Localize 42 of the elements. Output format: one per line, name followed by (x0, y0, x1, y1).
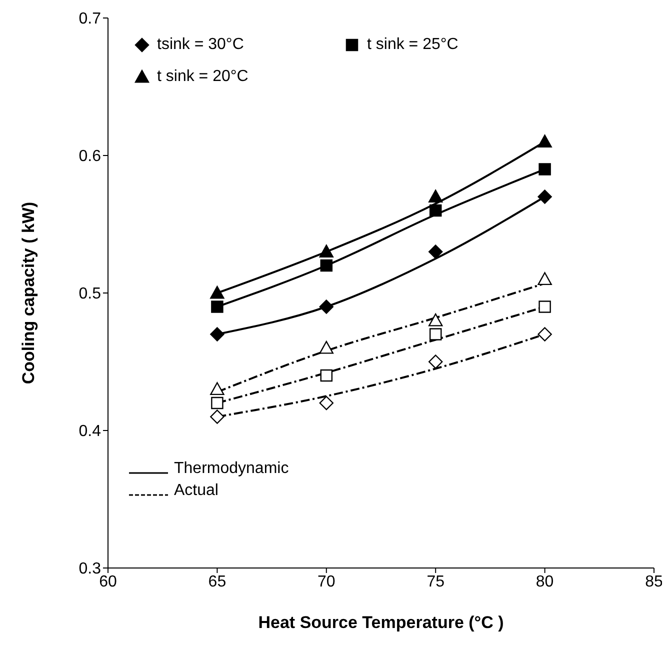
point (210, 382, 224, 396)
point (538, 300, 551, 313)
legend-label: tsink = 30°C (157, 36, 244, 54)
legend-label: Actual (174, 482, 218, 500)
point (211, 300, 224, 313)
point (428, 313, 443, 326)
point (538, 190, 552, 204)
point (319, 340, 334, 354)
y-tick-label: 0.4 (78, 423, 102, 440)
point (538, 163, 551, 176)
point (428, 244, 443, 259)
y-tick-label: 0.5 (78, 286, 102, 303)
x-tick-label: 60 (99, 573, 117, 590)
point (211, 396, 224, 410)
point (320, 259, 333, 272)
x-axis-title: Heat Source Temperature (°C ) (258, 613, 504, 632)
y-tick-label: 0.6 (78, 148, 102, 166)
point (319, 300, 334, 314)
point (210, 327, 224, 342)
point (429, 328, 442, 340)
point (210, 410, 224, 424)
point (320, 369, 333, 382)
x-tick-label: 85 (645, 573, 663, 590)
point (319, 396, 334, 410)
x-tick-label: 70 (318, 573, 336, 590)
y-tick-label: 0.7 (78, 10, 102, 28)
x-tick-label: 75 (426, 573, 445, 590)
point (538, 327, 552, 342)
point (429, 204, 442, 217)
x-tick-label: 80 (536, 573, 554, 590)
y-tick-label: 0.3 (78, 560, 102, 578)
legend-label: t sink = 25°C (367, 36, 458, 54)
point (538, 272, 552, 286)
legend-label: t sink = 20°C (157, 68, 248, 86)
point (210, 286, 224, 299)
y-axis-title: Cooling capacity ( kW) (19, 202, 38, 384)
point (428, 354, 443, 369)
point (319, 244, 334, 258)
x-tick-label: 65 (208, 573, 226, 590)
point (538, 134, 552, 148)
point (428, 190, 443, 203)
legend-label: Thermodynamic (174, 460, 289, 478)
